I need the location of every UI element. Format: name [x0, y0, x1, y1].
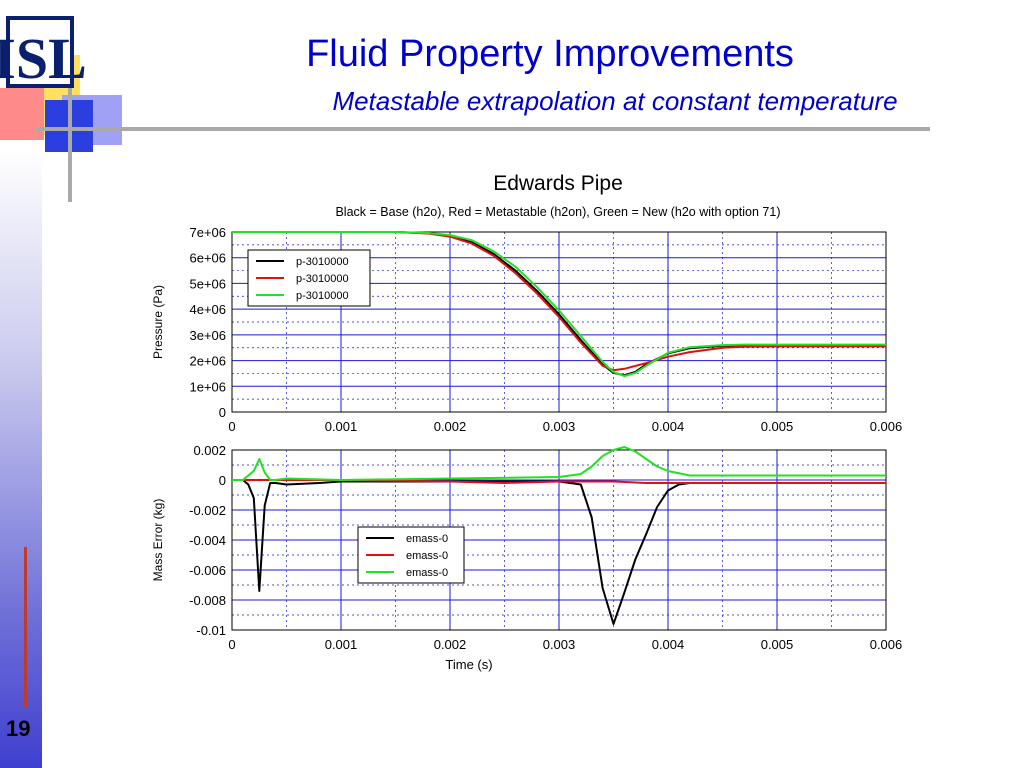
slide-title: Fluid Property Improvements — [306, 33, 794, 75]
left-red-accent-line — [24, 547, 27, 707]
x-axis-label: Time (s) — [445, 657, 492, 672]
plot-frame — [231, 449, 887, 631]
y-axis-label: Pressure (Pa) — [151, 285, 165, 359]
series-line-2 — [232, 231, 886, 372]
chart-subtitle: Black = Base (h2o), Red = Metastable (h2… — [335, 205, 780, 219]
legend-label: p-3010000 — [296, 256, 349, 268]
x-tick-label: 0 — [228, 637, 235, 652]
pressure-chart: Edwards Pipe Black = Base (h2o), Red = Me… — [151, 172, 902, 434]
x-tick-label: 0.004 — [652, 637, 685, 652]
left-decorative-bar — [0, 150, 42, 768]
y-tick-label: 1e+06 — [189, 379, 226, 394]
title-rule — [36, 127, 930, 131]
legend-label: p-3010000 — [296, 290, 349, 302]
x-tick-label: 0.003 — [543, 637, 576, 652]
x-tick-label: 0 — [228, 419, 235, 434]
y-tick-label: 7e+06 — [189, 225, 226, 240]
x-tick-label: 0.005 — [761, 419, 794, 434]
chart-title: Edwards Pipe — [493, 172, 623, 195]
y-tick-label: 3e+06 — [189, 328, 226, 343]
y-tick-label: -0.008 — [189, 593, 226, 608]
x-tick-label: 0.002 — [434, 419, 467, 434]
mass-error-chart: 0 0.001 0.002 0.003 0.004 0.005 0.0060.0020-0.… — [151, 443, 902, 672]
series-line-1 — [232, 479, 886, 625]
x-tick-label: 0.004 — [652, 419, 685, 434]
y-tick-label: 2e+06 — [189, 354, 226, 369]
logo-text: ISL — [0, 26, 87, 91]
legend-label: emass-0 — [406, 550, 448, 562]
x-tick-label: 0.006 — [870, 419, 903, 434]
edwards-pipe-chart: Edwards Pipe Black = Base (h2o), Red = Me… — [151, 172, 902, 672]
y-tick-label: 5e+06 — [189, 276, 226, 291]
series-line-3 — [232, 446, 886, 481]
y-tick-label: -0.006 — [189, 563, 226, 578]
y-tick-label: -0.004 — [189, 533, 226, 548]
y-tick-label: 0.002 — [193, 443, 226, 458]
slide-subtitle: Metastable extrapolation at constant tem… — [332, 86, 898, 116]
series-line-2 — [232, 479, 886, 484]
y-tick-label: 4e+06 — [189, 302, 226, 317]
x-tick-label: 0.001 — [325, 419, 358, 434]
x-tick-label: 0.006 — [870, 637, 903, 652]
y-tick-label: 6e+06 — [189, 251, 226, 266]
x-tick-label: 0.001 — [325, 637, 358, 652]
x-tick-label: 0.002 — [434, 637, 467, 652]
legend-label: emass-0 — [406, 567, 448, 579]
x-tick-label: 0.005 — [761, 637, 794, 652]
series-line-3 — [232, 231, 886, 377]
y-tick-label: -0.01 — [196, 623, 226, 638]
legend-label: emass-0 — [406, 533, 448, 545]
y-tick-label: -0.002 — [189, 503, 226, 518]
isl-logo: ISL — [0, 16, 122, 202]
y-axis-label: Mass Error (kg) — [151, 499, 165, 582]
slide-number: 19 — [6, 716, 31, 741]
y-tick-label: 0 — [219, 473, 226, 488]
x-tick-label: 0.003 — [543, 419, 576, 434]
y-tick-label: 0 — [219, 405, 226, 420]
legend-label: p-3010000 — [296, 273, 349, 285]
plot-frame — [231, 231, 887, 413]
